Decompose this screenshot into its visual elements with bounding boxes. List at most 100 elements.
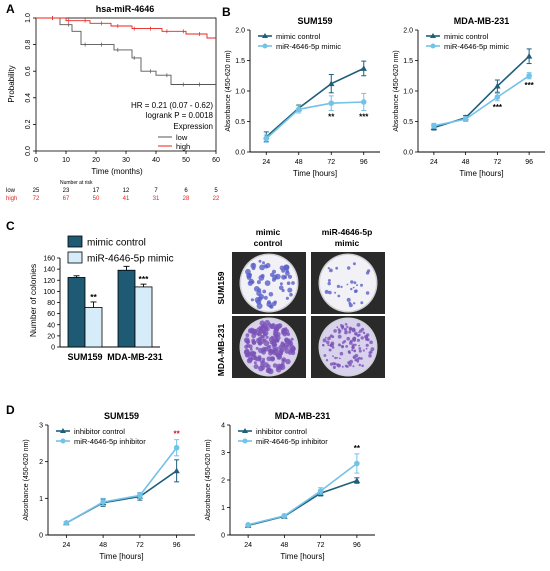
colony-dot	[340, 285, 343, 289]
colony-dot	[343, 340, 347, 343]
colony-row-label-mda: MDA-MB-231	[216, 324, 226, 377]
chart-d1-series-line-0	[66, 470, 178, 524]
colony-dot	[257, 331, 262, 337]
colony-dot	[369, 340, 373, 345]
colony-dot	[356, 323, 361, 327]
colony-dot	[363, 332, 366, 335]
km-ytick-label: 0.0	[25, 146, 32, 156]
km-line-high	[36, 17, 216, 39]
colony-dot	[356, 334, 360, 337]
km-xtick-label: 10	[62, 157, 70, 164]
chart-b1-series-line-1	[265, 101, 364, 140]
colony-dot	[262, 326, 268, 332]
colony-dot	[285, 358, 291, 365]
colony-dot	[336, 357, 339, 359]
chart-d2-point	[245, 522, 251, 528]
chart-b2-point	[494, 82, 501, 89]
chart-b2-ylabel: Absorbance (450-620 nm)	[393, 50, 400, 131]
risk-low-value: 23	[63, 188, 70, 194]
c-bar-1-0	[117, 269, 136, 348]
chart-b1-ytick-label: 1.0	[235, 89, 245, 96]
c-category-label: SUM159	[67, 352, 102, 362]
colony-dot	[348, 330, 352, 334]
c-significance: **	[90, 292, 97, 302]
km-legend-high: high	[176, 142, 190, 151]
chart-b2-xtick-label: 24	[430, 159, 438, 166]
colony-dot	[358, 347, 362, 350]
colony-col-label-2a: miR-4646-5p	[322, 227, 373, 237]
km-legend-low: low	[176, 133, 188, 142]
risk-high-value: 41	[123, 196, 130, 202]
c-legend-label-1: miR-4646-5p mimic	[87, 254, 174, 265]
colony-dot	[279, 282, 283, 286]
panel-letter-b: B	[222, 5, 231, 19]
chart-d2-title: MDA-MB-231	[275, 411, 331, 421]
colony-dot	[267, 368, 274, 375]
colony-dot	[356, 284, 358, 287]
colony-dot	[360, 357, 363, 360]
colony-dot	[352, 337, 356, 342]
chart-b1-xtick-label: 96	[360, 159, 368, 166]
colony-dot	[269, 324, 274, 329]
colony-dot	[268, 292, 274, 297]
chart-b2-title: MDA-MB-231	[454, 16, 510, 26]
chart-b1-point	[263, 135, 270, 142]
chart-b2-significance: ***	[493, 103, 503, 112]
colony-dot	[368, 351, 372, 355]
km-ytick-label: 0.6	[25, 66, 32, 76]
risk-table-header: Number at risk	[60, 180, 93, 186]
colony-dot	[270, 356, 275, 361]
colony-dot	[248, 344, 253, 349]
chart-d2-ytick-label: 3	[221, 450, 225, 457]
colony-dot	[365, 343, 369, 347]
chart-b2-point	[526, 72, 532, 79]
chart-b2-point	[431, 122, 437, 129]
colony-dot	[360, 301, 364, 305]
colony-dot	[345, 330, 348, 333]
panel-letter-c: C	[6, 219, 15, 233]
chart-d1-point	[173, 467, 180, 474]
chart-b1-point	[295, 106, 302, 113]
risk-high-value: 50	[93, 196, 100, 202]
chart-b2-series-line-1	[433, 75, 530, 127]
c-ytick-label: 60	[47, 311, 55, 318]
colony-dot	[262, 332, 268, 337]
chart-d2-series-line-1	[247, 462, 358, 526]
colony-dot	[271, 341, 277, 347]
c-significance: ***	[139, 274, 150, 284]
colony-dot	[353, 281, 357, 285]
colony-dot	[332, 355, 334, 358]
colony-dot	[334, 291, 337, 294]
km-xtick-label: 40	[152, 157, 160, 164]
colony-image-panel: mimic control miR-4646-5p mimic SUM159 M…	[216, 227, 385, 378]
colony-dot	[259, 264, 265, 271]
colony-dot	[365, 347, 368, 350]
colony-dot	[264, 280, 271, 286]
colony-dot	[325, 336, 327, 339]
risk-high-value: 72	[33, 196, 40, 202]
colony-dot	[276, 332, 281, 337]
colony-dot	[285, 344, 289, 349]
chart-d2-legend-marker	[242, 428, 248, 433]
km-ylabel: Probability	[7, 65, 16, 102]
colony-dot	[365, 337, 369, 341]
c-ylabel: Number of colonies	[28, 264, 38, 337]
colony-dot	[273, 348, 279, 354]
colony-dot	[351, 349, 354, 352]
colony-dot	[327, 344, 330, 347]
colony-dot	[278, 345, 284, 350]
b1-chart: SUM159 0.0 0.5 1.0 1.5 2.0 24 48 72 96 Time [hours…	[225, 16, 380, 178]
colony-dot	[358, 363, 361, 367]
colony-dot	[251, 330, 256, 335]
colony-dot	[266, 345, 270, 349]
colony-dot	[339, 357, 341, 360]
chart-d2-ytick-label: 0	[221, 533, 225, 540]
colony-dot	[255, 346, 259, 350]
chart-d2-point	[353, 477, 361, 483]
chart-b1-ylabel: Absorbance (450-620 nm)	[225, 50, 232, 131]
colony-dot	[348, 303, 353, 308]
colony-dot	[274, 273, 281, 280]
colony-dot	[257, 341, 262, 346]
colony-dot	[335, 266, 339, 270]
chart-d1-xtick-label: 72	[136, 542, 144, 549]
